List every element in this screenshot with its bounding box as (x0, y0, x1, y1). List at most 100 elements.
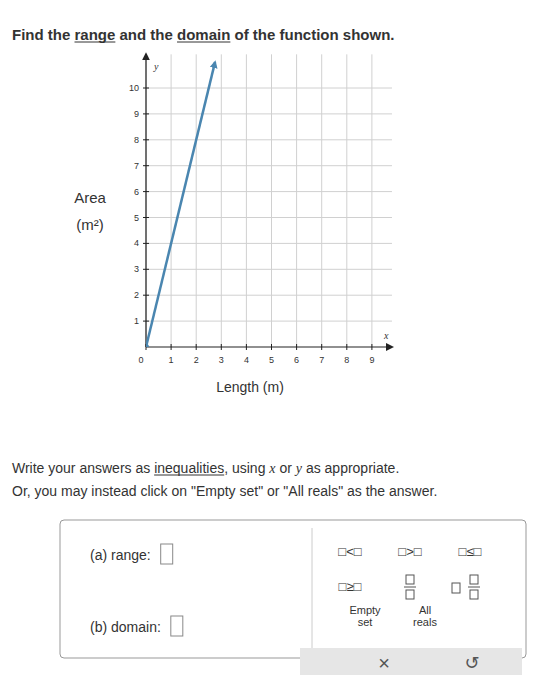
tick-x (296, 344, 297, 350)
tick-label-x: 3 (219, 355, 224, 365)
tick-label-y: 10 (129, 83, 139, 93)
tick-x (271, 344, 272, 350)
grid-line-x (246, 54, 247, 347)
answer-input[interactable] (171, 616, 183, 636)
grid-line-y (146, 139, 392, 140)
keypad-button[interactable]: □<□ (338, 544, 361, 559)
tick-x (221, 344, 222, 350)
tick-x (321, 344, 322, 350)
grid-line-y (146, 88, 392, 89)
clear-button[interactable]: × (378, 652, 390, 674)
tick-x (346, 344, 347, 350)
divider (312, 528, 313, 650)
grid-line-y (146, 295, 392, 296)
tick-x (371, 344, 372, 350)
underline (177, 42, 230, 43)
tick-y (143, 321, 149, 322)
empty-set-button[interactable]: set (358, 616, 373, 628)
tick-label-y: 3 (134, 264, 139, 274)
underline (154, 475, 224, 476)
axis-letter-y: y (153, 61, 159, 72)
keypad-button[interactable]: □≤□ (459, 544, 482, 559)
function-line (146, 62, 215, 347)
text-part: as appropriate. (302, 460, 399, 476)
tick-y (143, 165, 149, 166)
tick-label-y: 1 (134, 316, 139, 326)
tick-label-x: 5 (269, 355, 274, 365)
tick-y (143, 88, 149, 89)
axis-letter-x: x (383, 330, 389, 341)
tick-label-x: 2 (194, 355, 199, 365)
tick-x (246, 344, 247, 350)
tick-y (143, 191, 149, 192)
all-reals-button[interactable]: reals (413, 616, 437, 628)
tick-y (143, 139, 149, 140)
tick-x (196, 344, 197, 350)
text-part: or (276, 460, 296, 476)
y-axis-label: Area (74, 189, 106, 206)
text-part: of the function shown. (230, 26, 394, 43)
answer-input[interactable] (161, 544, 173, 564)
icon-bar (404, 587, 416, 588)
text-part: , using (224, 460, 269, 476)
text-part: Write your answers as (12, 460, 154, 476)
tick-x (171, 344, 172, 350)
text-part: domain (177, 26, 230, 43)
page: Find the range and the domain of the fun… (0, 0, 538, 675)
tick-label-x: 1 (169, 355, 174, 365)
tick-y (143, 269, 149, 270)
start-point (146, 344, 149, 347)
grid-line-y (146, 269, 392, 270)
tick-y (143, 217, 149, 218)
plot-area (146, 62, 215, 347)
icon-box (406, 575, 414, 584)
icon-box (470, 575, 478, 584)
y-axis (145, 54, 146, 347)
icon-bar (468, 587, 480, 588)
all-reals-button[interactable]: All (419, 604, 431, 616)
answer-label: (a) range: (90, 547, 151, 563)
answer-label: (b) domain: (90, 619, 161, 635)
grid-line-x (171, 54, 172, 347)
tick-label-x: 9 (369, 355, 374, 365)
empty-set-button[interactable]: Empty (349, 604, 381, 616)
keypad-button[interactable]: □≥□ (339, 579, 362, 594)
grid-line-y (146, 321, 392, 322)
grid-line-y (146, 165, 392, 166)
instruction: Or, you may instead click on "Empty set"… (12, 483, 437, 499)
grid-line-y (146, 243, 392, 244)
tick-label-y: 5 (134, 213, 139, 223)
grid-line-x (296, 54, 297, 347)
toolbar (300, 648, 522, 675)
tick-label-y: 8 (134, 135, 139, 145)
grid-line-x (146, 54, 147, 347)
x-axis (146, 346, 392, 347)
tick-label-y: 2 (134, 290, 139, 300)
tick-y (143, 113, 149, 114)
text-part: inequalities (154, 460, 224, 476)
undo-button[interactable]: ↺ (464, 653, 479, 673)
tick-label-x: 4 (244, 355, 249, 365)
tick-label-x: 6 (294, 355, 299, 365)
tick-label-y: 9 (134, 109, 139, 119)
tick-label-x: 7 (319, 355, 324, 365)
tick-label-y: 7 (134, 161, 139, 171)
tick-label-y: 4 (134, 238, 139, 248)
icon-box[interactable] (470, 590, 478, 599)
text-part: Find the (12, 26, 75, 43)
tick-y (143, 295, 149, 296)
underline (75, 42, 116, 43)
grid-line-y (146, 217, 392, 218)
keypad-button[interactable]: □>□ (398, 544, 421, 559)
grid-line-x (221, 54, 222, 347)
grid-line-x (271, 54, 272, 347)
icon-box[interactable] (406, 590, 414, 599)
icon-box (452, 583, 460, 593)
tick-label-x: 0 (138, 355, 143, 365)
x-axis-label: Length (m) (216, 379, 284, 395)
tick-label-y: 6 (134, 187, 139, 197)
text-part: range (75, 26, 116, 43)
grid-line-x (346, 54, 347, 347)
tick-y (143, 243, 149, 244)
grid-line-x (321, 54, 322, 347)
